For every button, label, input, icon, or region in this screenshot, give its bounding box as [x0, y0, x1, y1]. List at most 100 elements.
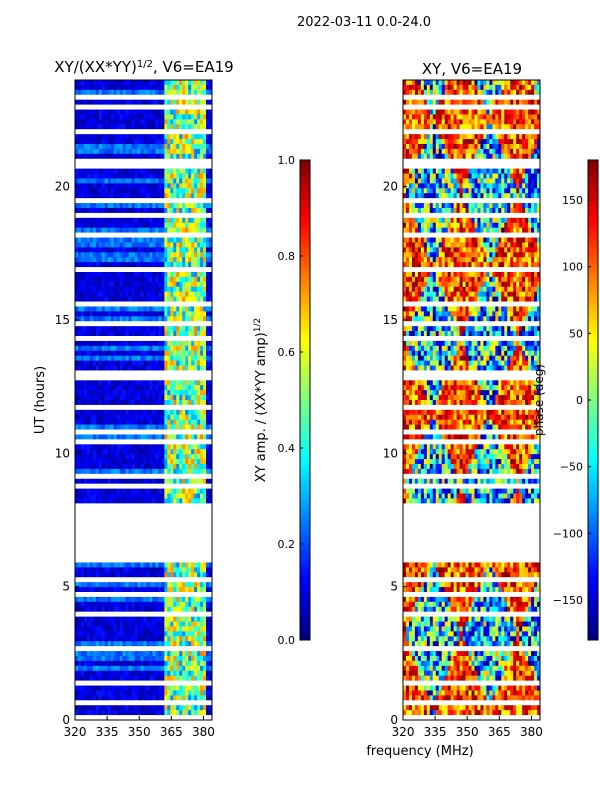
- heatmap-cell: [80, 252, 85, 258]
- heatmap-cell: [122, 345, 127, 352]
- heatmap-cell: [152, 109, 156, 115]
- heatmap-cell: [95, 212, 100, 219]
- heatmap-cell: [161, 99, 165, 106]
- heatmap-cell: [161, 153, 165, 160]
- heatmap-cell: [83, 434, 88, 440]
- heatmap-cell: [209, 404, 213, 411]
- heatmap-cell: [158, 449, 162, 455]
- heatmap-cell: [140, 173, 144, 179]
- heatmap-cell: [83, 365, 88, 371]
- heatmap-cell: [182, 592, 186, 598]
- heatmap-cell: [95, 468, 100, 475]
- heatmap-cell: [146, 153, 150, 160]
- heatmap-cell: [95, 291, 100, 298]
- heatmap-cell: [161, 286, 165, 293]
- heatmap-cell: [209, 419, 213, 426]
- heatmap-cell: [170, 601, 174, 608]
- heatmap-cell: [185, 537, 189, 544]
- heatmap-cell: [83, 139, 88, 145]
- heatmap-cell: [134, 601, 138, 608]
- heatmap-cell: [98, 340, 103, 347]
- heatmap-cell: [89, 104, 94, 110]
- heatmap-cell: [143, 198, 147, 204]
- heatmap-cell: [89, 286, 94, 293]
- heatmap-cell: [104, 542, 109, 549]
- heatmap-cell: [206, 557, 210, 563]
- heatmap-cell: [107, 562, 112, 568]
- heatmap-cell: [197, 582, 201, 588]
- heatmap-cell: [170, 301, 174, 307]
- amplitude-heatmap: [75, 80, 213, 721]
- heatmap-cell: [140, 291, 144, 298]
- heatmap-cell: [164, 375, 168, 381]
- heatmap-cell: [173, 158, 177, 165]
- heatmap-cell: [173, 227, 177, 234]
- heatmap-cell: [164, 173, 168, 179]
- heatmap-cell: [158, 109, 162, 115]
- heatmap-cell: [197, 163, 201, 170]
- heatmap-cell: [203, 601, 207, 608]
- heatmap-cell: [197, 552, 201, 558]
- heatmap-cell: [179, 503, 183, 509]
- heatmap-cell: [131, 296, 135, 302]
- heatmap-cell: [200, 493, 204, 499]
- heatmap-cell: [200, 592, 204, 598]
- heatmap-cell: [125, 488, 130, 494]
- heatmap-cell: [161, 567, 165, 573]
- heatmap-cell: [86, 380, 91, 386]
- heatmap-cell: [75, 336, 79, 342]
- heatmap-cell: [113, 336, 118, 342]
- heatmap-cell: [98, 124, 103, 130]
- heatmap-cell: [134, 400, 138, 406]
- heatmap-cell: [149, 262, 153, 268]
- heatmap-cell: [143, 193, 147, 199]
- heatmap-cell: [75, 473, 79, 480]
- heatmap-cell: [80, 414, 85, 421]
- heatmap-cell: [107, 395, 112, 401]
- heatmap-cell: [167, 124, 171, 130]
- heatmap-cell: [170, 454, 174, 460]
- heatmap-cell: [80, 326, 85, 332]
- heatmap-cell: [200, 375, 204, 381]
- heatmap-cell: [179, 360, 183, 366]
- heatmap-cell: [101, 212, 106, 219]
- heatmap-cell: [200, 518, 204, 524]
- heatmap-cell: [80, 262, 85, 268]
- heatmap-cell: [161, 242, 165, 248]
- heatmap-cell: [143, 242, 147, 248]
- heatmap-cell: [140, 404, 144, 411]
- heatmap-cell: [203, 163, 207, 170]
- heatmap-cell: [113, 592, 118, 598]
- heatmap-cell: [164, 345, 168, 352]
- heatmap-cell: [203, 409, 207, 416]
- heatmap-cell: [113, 449, 118, 455]
- heatmap-cell: [140, 596, 144, 603]
- heatmap-cell: [116, 109, 121, 115]
- heatmap-cell: [128, 242, 132, 248]
- heatmap-cell: [182, 454, 186, 460]
- heatmap-cell: [104, 444, 109, 450]
- heatmap-cell: [98, 99, 103, 106]
- heatmap-cell: [83, 587, 88, 593]
- heatmap-cell: [182, 168, 186, 174]
- heatmap-cell: [149, 296, 153, 302]
- heatmap-cell: [89, 109, 94, 115]
- heatmap-cell: [197, 419, 201, 426]
- heatmap-cell: [86, 429, 91, 435]
- heatmap-cell: [125, 257, 130, 263]
- heatmap-cell: [188, 252, 192, 258]
- heatmap-cell: [134, 153, 138, 160]
- heatmap-cell: [200, 498, 204, 504]
- heatmap-cell: [107, 587, 112, 593]
- heatmap-cell: [113, 513, 118, 519]
- heatmap-cell: [80, 404, 85, 411]
- heatmap-cell: [146, 345, 150, 352]
- heatmap-cell: [122, 301, 127, 307]
- heatmap-cell: [92, 109, 97, 115]
- heatmap-cell: [113, 508, 118, 514]
- heatmap-cell: [200, 272, 204, 278]
- heatmap-cell: [86, 414, 91, 421]
- heatmap-cell: [80, 596, 85, 603]
- heatmap-cell: [104, 400, 109, 406]
- heatmap-cell: [137, 144, 141, 150]
